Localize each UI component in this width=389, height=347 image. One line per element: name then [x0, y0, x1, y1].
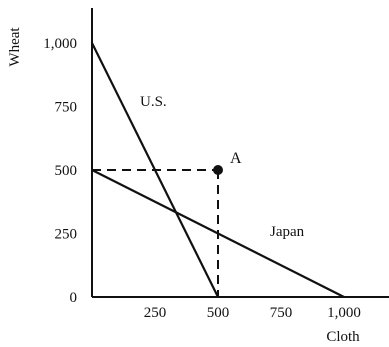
- x-tick-labels: 250 500 750 1,000: [144, 305, 361, 321]
- y-axis-title: Wheat: [7, 27, 23, 67]
- y-tick-label: 750: [55, 100, 78, 116]
- x-tick-label: 500: [207, 305, 230, 321]
- axes: [91, 8, 389, 298]
- y-tick-label: 1,000: [43, 36, 77, 52]
- series-label-us: U.S.: [140, 94, 167, 110]
- point-a-marker: [213, 165, 223, 175]
- y-tick-labels: 0 250 500 750 1,000: [43, 36, 77, 306]
- japan-ppf-line: [91, 169, 345, 298]
- point-a-label: A: [230, 150, 242, 167]
- series-label-japan: Japan: [270, 224, 305, 240]
- y-tick-label: 500: [55, 163, 78, 179]
- x-axis-title: Cloth: [326, 329, 360, 345]
- dashed-guides: [92, 169, 219, 297]
- x-tick-label: 750: [270, 305, 293, 321]
- x-tick-label: 250: [144, 305, 167, 321]
- y-tick-label: 250: [55, 227, 78, 243]
- series-lines: [91, 42, 345, 298]
- us-ppf-line: [91, 42, 219, 298]
- x-tick-label: 1,000: [327, 305, 361, 321]
- y-tick-label: 0: [70, 290, 78, 306]
